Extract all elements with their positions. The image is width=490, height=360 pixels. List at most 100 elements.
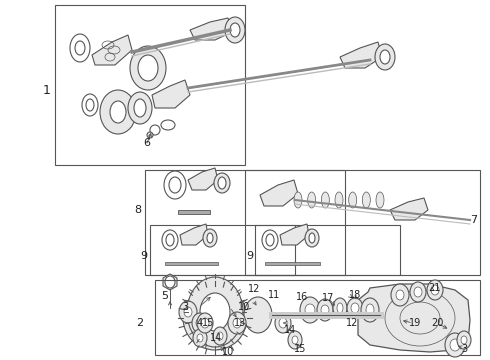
Text: 12: 12 — [346, 318, 358, 328]
Bar — [145, 170, 345, 275]
Ellipse shape — [427, 280, 443, 300]
Ellipse shape — [213, 327, 227, 345]
Ellipse shape — [305, 304, 315, 316]
Ellipse shape — [218, 177, 226, 189]
Ellipse shape — [138, 55, 158, 81]
Circle shape — [147, 132, 153, 138]
Ellipse shape — [230, 23, 240, 37]
Polygon shape — [92, 35, 132, 65]
Ellipse shape — [414, 287, 422, 297]
Bar — [155, 280, 480, 355]
Ellipse shape — [279, 318, 287, 328]
Ellipse shape — [233, 318, 241, 328]
Ellipse shape — [200, 293, 230, 331]
Ellipse shape — [362, 192, 370, 208]
Text: 14: 14 — [284, 325, 296, 335]
Ellipse shape — [347, 298, 363, 318]
Ellipse shape — [391, 284, 409, 306]
Text: 3: 3 — [182, 302, 188, 312]
Ellipse shape — [207, 233, 213, 243]
Ellipse shape — [165, 276, 175, 288]
Polygon shape — [340, 42, 382, 68]
Ellipse shape — [309, 233, 315, 243]
Text: 15: 15 — [202, 318, 214, 328]
Ellipse shape — [321, 305, 329, 315]
Text: 21: 21 — [428, 283, 440, 293]
Ellipse shape — [244, 297, 272, 333]
Text: 7: 7 — [470, 215, 478, 225]
Ellipse shape — [292, 336, 298, 344]
Ellipse shape — [305, 229, 319, 247]
Ellipse shape — [193, 329, 207, 347]
Ellipse shape — [75, 41, 85, 55]
Text: 20: 20 — [431, 318, 443, 328]
Bar — [255, 225, 400, 275]
Text: 2: 2 — [136, 318, 144, 328]
Text: 17: 17 — [322, 293, 334, 303]
Ellipse shape — [351, 303, 359, 313]
Polygon shape — [190, 18, 232, 40]
Ellipse shape — [217, 332, 223, 340]
Text: 6: 6 — [144, 138, 150, 148]
Ellipse shape — [275, 313, 291, 333]
Text: 10: 10 — [222, 347, 234, 357]
Text: 1: 1 — [43, 84, 51, 96]
Polygon shape — [178, 210, 210, 214]
Ellipse shape — [337, 303, 343, 313]
Text: 13: 13 — [234, 318, 246, 328]
Polygon shape — [152, 80, 190, 108]
Text: 12: 12 — [248, 284, 260, 294]
Text: 10: 10 — [238, 302, 250, 312]
Ellipse shape — [110, 101, 126, 123]
Ellipse shape — [457, 331, 471, 349]
Ellipse shape — [349, 192, 357, 208]
Ellipse shape — [197, 334, 203, 342]
Text: 5: 5 — [162, 291, 169, 301]
Circle shape — [150, 125, 160, 135]
Text: 19: 19 — [409, 318, 421, 328]
Ellipse shape — [128, 92, 152, 124]
Ellipse shape — [169, 177, 181, 193]
Text: 9: 9 — [246, 251, 253, 261]
Text: 11: 11 — [268, 290, 280, 300]
Bar — [55, 5, 245, 165]
Ellipse shape — [317, 299, 333, 321]
Ellipse shape — [164, 171, 186, 199]
Ellipse shape — [361, 298, 379, 322]
Polygon shape — [260, 180, 298, 206]
Ellipse shape — [450, 339, 460, 351]
Ellipse shape — [375, 44, 395, 70]
Ellipse shape — [333, 298, 347, 318]
Ellipse shape — [130, 46, 166, 90]
Ellipse shape — [100, 90, 136, 134]
Ellipse shape — [228, 312, 246, 334]
Ellipse shape — [461, 336, 467, 344]
Ellipse shape — [262, 230, 278, 250]
Polygon shape — [390, 198, 428, 220]
Ellipse shape — [410, 282, 426, 302]
Text: 4: 4 — [197, 318, 203, 328]
Ellipse shape — [134, 99, 146, 117]
Text: 8: 8 — [134, 205, 142, 215]
Ellipse shape — [201, 318, 209, 328]
Ellipse shape — [294, 192, 302, 208]
Text: 16: 16 — [296, 292, 308, 302]
Ellipse shape — [376, 192, 384, 208]
Ellipse shape — [161, 120, 175, 130]
Ellipse shape — [445, 333, 465, 357]
Ellipse shape — [321, 192, 329, 208]
Ellipse shape — [380, 50, 390, 64]
Bar — [150, 225, 295, 275]
Ellipse shape — [335, 192, 343, 208]
Ellipse shape — [366, 304, 374, 316]
Ellipse shape — [86, 99, 94, 111]
Ellipse shape — [197, 313, 213, 333]
Ellipse shape — [308, 192, 316, 208]
Ellipse shape — [288, 331, 302, 349]
Text: 14: 14 — [210, 333, 222, 343]
Text: 15: 15 — [294, 344, 306, 354]
Ellipse shape — [70, 34, 90, 62]
Ellipse shape — [300, 297, 320, 323]
Ellipse shape — [179, 301, 197, 323]
Polygon shape — [188, 168, 218, 190]
